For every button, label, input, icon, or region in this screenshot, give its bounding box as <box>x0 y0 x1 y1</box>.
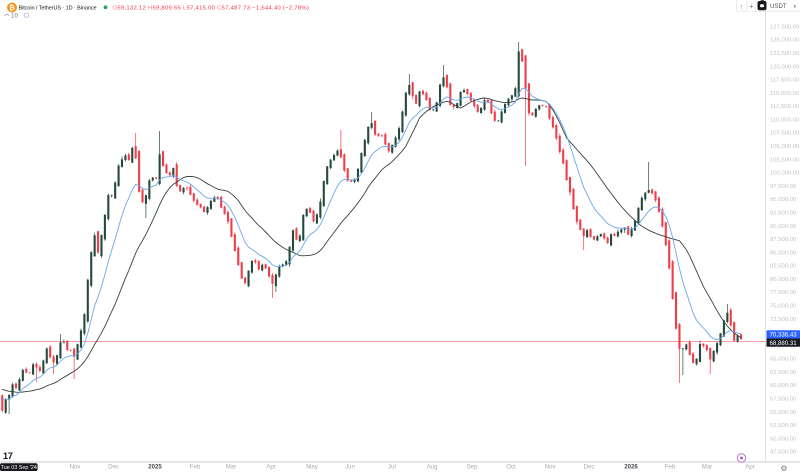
svg-text:112,500.00: 112,500.00 <box>770 104 800 110</box>
svg-text:100,000.00: 100,000.00 <box>770 171 800 177</box>
svg-text:65,000.00: 65,000.00 <box>770 357 797 363</box>
svg-text:⚙: ⚙ <box>780 464 787 473</box>
svg-text:Aug: Aug <box>427 464 438 471</box>
svg-text:85,000.00: 85,000.00 <box>770 250 797 256</box>
svg-text:57,500.00: 57,500.00 <box>770 397 797 403</box>
svg-text:90,000.00: 90,000.00 <box>770 224 797 230</box>
svg-text:77,500.00: 77,500.00 <box>770 290 797 296</box>
svg-text:125,000.00: 125,000.00 <box>770 38 800 44</box>
svg-text:107,500.00: 107,500.00 <box>770 131 800 137</box>
svg-text:105,000.00: 105,000.00 <box>770 144 800 150</box>
svg-text:Dec: Dec <box>108 464 119 471</box>
svg-text:May: May <box>306 464 318 471</box>
svg-text:USDT: USDT <box>770 3 787 10</box>
svg-text:2026: 2026 <box>624 464 638 471</box>
svg-text:Bitcoin / TetherUS · 1D · Bina: Bitcoin / TetherUS · 1D · Binance <box>19 6 97 12</box>
svg-text:110,000.00: 110,000.00 <box>770 117 800 123</box>
svg-text:115,000.00: 115,000.00 <box>770 91 800 97</box>
svg-text:92,500.00: 92,500.00 <box>770 211 797 217</box>
svg-text:82,500.00: 82,500.00 <box>770 264 797 270</box>
svg-text:95,000.00: 95,000.00 <box>770 197 797 203</box>
svg-text:Nov: Nov <box>545 464 557 471</box>
svg-text:Feb: Feb <box>190 464 201 471</box>
svg-text:117,500.00: 117,500.00 <box>770 78 800 84</box>
svg-text:122,500.00: 122,500.00 <box>770 51 800 57</box>
svg-text:Feb: Feb <box>665 464 676 471</box>
svg-text:Apr: Apr <box>266 464 275 471</box>
svg-text:Jun: Jun <box>345 464 355 471</box>
svg-text:62,500.00: 62,500.00 <box>770 370 797 376</box>
svg-text:Nov: Nov <box>70 464 82 471</box>
svg-text:Tue 03 Sep '24: Tue 03 Sep '24 <box>1 465 37 471</box>
svg-text:Mar: Mar <box>226 464 237 471</box>
svg-text:2025: 2025 <box>148 464 162 471</box>
svg-text:↑: ↑ <box>740 4 744 11</box>
svg-text:Mar: Mar <box>702 464 713 471</box>
svg-text:Dec: Dec <box>584 464 595 471</box>
svg-text:47,500.00: 47,500.00 <box>770 450 797 456</box>
svg-text:17: 17 <box>3 451 13 461</box>
svg-text:75,000.00: 75,000.00 <box>770 304 797 310</box>
svg-text:Apr: Apr <box>745 464 754 471</box>
svg-text:Oct: Oct <box>506 464 516 471</box>
svg-text:O59,132.12 H59,809.65 L57,415.: O59,132.12 H59,809.65 L57,415.00 C57,487… <box>113 6 310 12</box>
svg-text:102,500.00: 102,500.00 <box>770 157 800 163</box>
svg-text:80,000.00: 80,000.00 <box>770 277 797 283</box>
svg-text:₿: ₿ <box>9 4 15 12</box>
svg-text:10: 10 <box>11 13 18 20</box>
svg-text:55,000.00: 55,000.00 <box>770 410 797 416</box>
svg-text:Sep: Sep <box>467 464 478 471</box>
svg-text:87,500.00: 87,500.00 <box>770 237 797 243</box>
svg-text:60,000.00: 60,000.00 <box>770 383 797 389</box>
svg-text:120,000.00: 120,000.00 <box>770 64 800 70</box>
svg-text:97,500.00: 97,500.00 <box>770 184 797 190</box>
svg-text:50,000.00: 50,000.00 <box>770 436 797 442</box>
svg-text:127,500.00: 127,500.00 <box>770 24 800 30</box>
svg-text:Jul: Jul <box>388 464 396 471</box>
svg-text:▾: ▾ <box>794 4 797 10</box>
svg-text:72,500.00: 72,500.00 <box>770 317 797 323</box>
svg-text:70,336.43: 70,336.43 <box>770 332 798 339</box>
svg-text:52,500.00: 52,500.00 <box>770 423 797 429</box>
svg-text:68,880.31: 68,880.31 <box>770 340 798 347</box>
svg-text:+: + <box>749 2 754 11</box>
